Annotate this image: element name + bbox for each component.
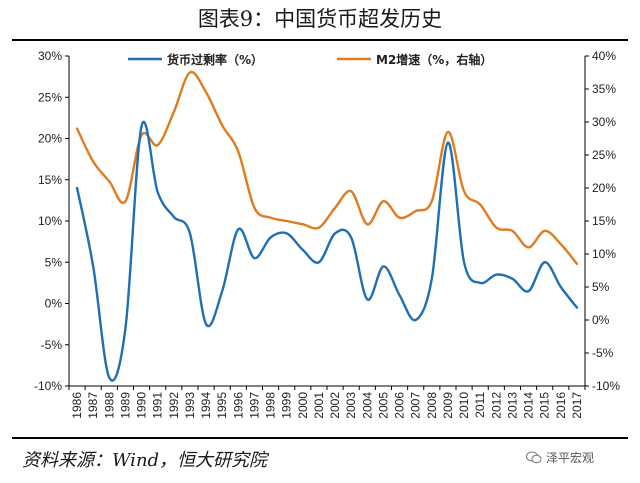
chart-legend: 货币过剩率（%） M2增速（%，右轴） [128,52,492,67]
x-tick-label: 2010 [457,392,471,419]
left-tick-label: 20% [38,132,62,146]
watermark: 泽平宏观 [526,449,594,466]
x-tick-label: 2006 [393,392,407,419]
left-tick-label: 30% [38,49,62,63]
x-tick-label: 2007 [409,392,423,419]
x-tick-label: 1986 [70,392,84,419]
x-tick-label: 1987 [86,392,100,419]
left-tick-label: 15% [38,173,62,187]
chart-lines [75,70,579,382]
right-tick-label: -5% [592,346,614,360]
left-tick-label: -5% [41,338,63,352]
bottom-rule [12,437,628,439]
x-tick-label: 2013 [505,392,519,419]
left-tick-label: -10% [34,379,62,393]
chart-title: 图表9：中国货币超发历史 [197,7,443,31]
right-tick-label: -10% [592,379,620,393]
line-chart: 30% 25% 20% 15% 10% 5% 0% -5% -10% 40% 35% 30% 25% 20… [34,49,620,419]
right-tick-label: 20% [592,181,616,195]
left-tick-label: 5% [45,255,63,269]
x-tick-label: 1990 [135,392,149,419]
x-tick-label: 1991 [151,392,165,419]
right-tick-label: 10% [592,247,616,261]
x-tick-label: 2016 [554,392,568,419]
legend-item-money-excess-label: 货币过剩率（%） [167,52,263,67]
left-tick-label: 10% [38,214,62,228]
x-tick-label: 2009 [441,392,455,419]
series-line-money-excess [75,121,579,382]
x-tick-label: 1996 [231,392,245,419]
wechat-icon [526,451,542,464]
right-tick-label: 5% [592,280,610,294]
x-tick-label: 2014 [522,392,536,419]
series-line-m2-growth [75,70,579,266]
left-tick-label: 25% [38,90,62,104]
right-tick-label: 30% [592,115,616,129]
source-note: 资料来源：Wind，恒大研究院 [22,450,268,471]
x-tick-label: 1992 [167,392,181,419]
x-tick-label: 1988 [102,392,116,419]
x-tick-label: 2017 [570,392,584,419]
top-rule [12,39,628,41]
x-tick-label: 2008 [425,392,439,419]
watermark-text: 泽平宏观 [546,451,595,465]
x-tick-label: 1993 [183,392,197,419]
chart-axes: 30% 25% 20% 15% 10% 5% 0% -5% -10% 40% 35% 30% 25% 20… [34,49,620,419]
x-tick-label: 1994 [199,392,213,419]
right-tick-label: 40% [592,49,616,63]
x-tick-label: 1997 [247,392,261,419]
right-tick-label: 35% [592,82,616,96]
right-tick-label: 0% [592,313,610,327]
x-tick-label: 1999 [280,392,294,419]
left-tick-label: 0% [45,297,63,311]
legend-item-m2-growth-label: M2增速（%，右轴） [376,52,492,67]
x-tick-label: 1995 [215,392,229,419]
x-tick-label: 2005 [376,392,390,419]
x-tick-label: 2003 [344,392,358,419]
x-tick-label: 2011 [473,392,487,418]
right-tick-label: 25% [592,148,616,162]
right-tick-label: 15% [592,214,616,228]
x-tick-label: 2001 [312,392,326,419]
x-tick-label: 2015 [538,392,552,419]
x-tick-label: 2004 [360,392,374,419]
x-tick-label: 2012 [489,392,503,419]
x-tick-label: 1998 [264,392,278,419]
x-tick-label: 2002 [328,392,342,419]
x-tick-label: 1989 [118,392,132,419]
x-tick-label: 2000 [296,392,310,419]
